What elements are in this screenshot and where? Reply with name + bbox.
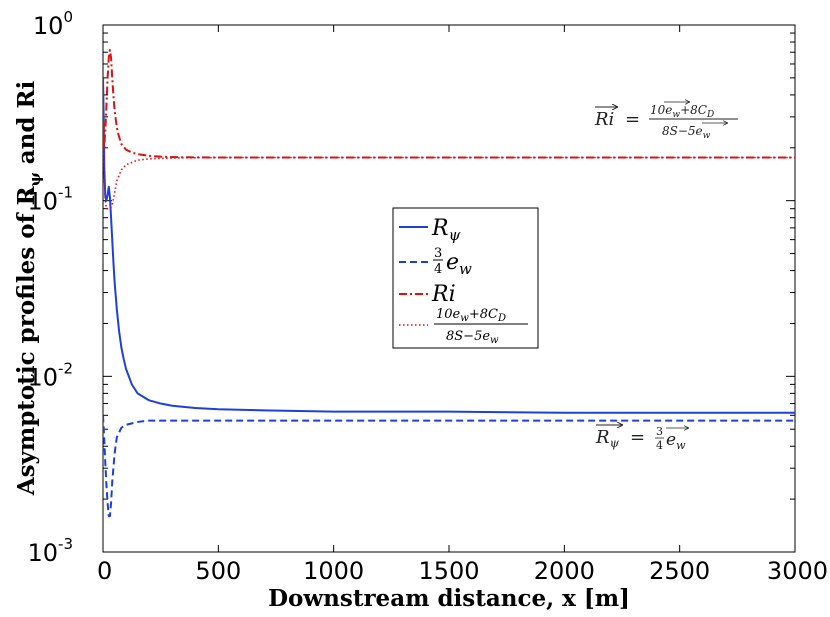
legend-formula-num-tail: +8C xyxy=(469,307,498,322)
annotation-ri-num-tail: +8C xyxy=(680,103,707,117)
annotation-ri-formula: Ri = 10ew+8CD 8S−5ew xyxy=(594,102,738,141)
annotation-rpsi-coef-den: 4 xyxy=(656,439,663,452)
x-axis-label: Downstream distance, x [m] xyxy=(268,585,630,612)
annotation-ri-num: 10e xyxy=(650,103,672,117)
svg-text:8S−5ew: 8S−5ew xyxy=(446,329,499,346)
annotation-rpsi-equals: = xyxy=(630,427,645,448)
legend: Rψ 3 4 ew Ri 10ew+8CD 8S−5ew xyxy=(392,207,539,349)
y-axis-label-sub: ψ xyxy=(26,172,44,186)
annotation-rpsi-var: e xyxy=(666,430,676,450)
legend-formula-den-sub: w xyxy=(490,335,499,346)
svg-text:10ew+8CD: 10ew+8CD xyxy=(650,103,714,120)
y-axis-ticks: 10-3 10-2 10-1 100 xyxy=(27,8,795,567)
x-axis-ticks: 0 500 1000 1500 2000 2500 3000 xyxy=(97,25,828,585)
annotation-ri-den: 8S−5e xyxy=(662,124,703,138)
x-tick-label: 2500 xyxy=(649,557,710,585)
legend-label-rpsi-sub: ψ xyxy=(449,226,461,244)
annotation-rpsi-lhs: R xyxy=(595,427,610,448)
x-tick-label: 0 xyxy=(97,557,112,585)
y-tick-label: 10-2 xyxy=(27,359,73,391)
svg-text:10ew+8CD: 10ew+8CD xyxy=(436,307,506,324)
annotation-rpsi-coef-num: 3 xyxy=(656,425,663,438)
legend-formula-den: 8S−5e xyxy=(446,329,490,344)
x-tick-label: 500 xyxy=(195,557,241,585)
x-tick-label: 1000 xyxy=(303,557,364,585)
legend-label-ew: e xyxy=(446,250,459,275)
y-tick-label: 100 xyxy=(33,8,73,40)
legend-formula-num-sub: w xyxy=(460,313,469,324)
svg-text:Rψ: Rψ xyxy=(431,216,461,244)
annotation-rpsi-formula: Rψ = 3 4 ew xyxy=(595,425,688,452)
annotation-ri-num-tail-sub: D xyxy=(706,110,714,120)
legend-label-ew-sub: w xyxy=(459,260,472,278)
legend-ew-coef-num: 3 xyxy=(434,246,442,261)
legend-label-rpsi: R xyxy=(431,216,449,241)
svg-text:8S−5ew: 8S−5ew xyxy=(662,124,711,141)
y-tick-label: 10-1 xyxy=(27,184,73,216)
legend-ew-coef-den: 4 xyxy=(434,262,442,277)
y-axis-label-tail: and Ri xyxy=(13,80,40,172)
series-line-2 xyxy=(103,49,795,159)
legend-box xyxy=(392,207,539,349)
annotation-rpsi-var-sub: w xyxy=(676,439,686,452)
annotation-rpsi-lhs-sub: ψ xyxy=(610,436,620,450)
x-tick-label: 1500 xyxy=(418,557,479,585)
svg-text:ew: ew xyxy=(666,430,686,452)
x-tick-label: 3000 xyxy=(767,557,828,585)
series-line-0 xyxy=(103,77,795,414)
y-axis-label-main: Asymptotic profiles of R xyxy=(13,186,40,497)
y-axis-label: Asymptotic profiles of Rψ and Ri xyxy=(13,80,44,496)
annotation-ri-num-sub: w xyxy=(672,110,680,120)
x-tick-label: 2000 xyxy=(534,557,595,585)
series-line-3 xyxy=(103,105,795,210)
legend-formula-num-tail-sub: D xyxy=(497,313,506,324)
series-group xyxy=(103,49,795,518)
annotation-ri-equals: = xyxy=(625,109,640,130)
legend-formula-num: 10e xyxy=(436,307,461,322)
series-line-1 xyxy=(103,415,795,518)
annotation-ri-den-sub: w xyxy=(703,131,711,141)
svg-text:Asymptotic profiles of Rψ and: Asymptotic profiles of Rψ and Ri xyxy=(13,80,44,496)
svg-text:Rψ: Rψ xyxy=(595,427,620,450)
legend-label-ri: Ri xyxy=(431,282,456,307)
y-tick-label: 10-3 xyxy=(27,535,73,567)
svg-text:ew: ew xyxy=(446,250,472,278)
annotation-ri-lhs: Ri xyxy=(594,109,614,130)
